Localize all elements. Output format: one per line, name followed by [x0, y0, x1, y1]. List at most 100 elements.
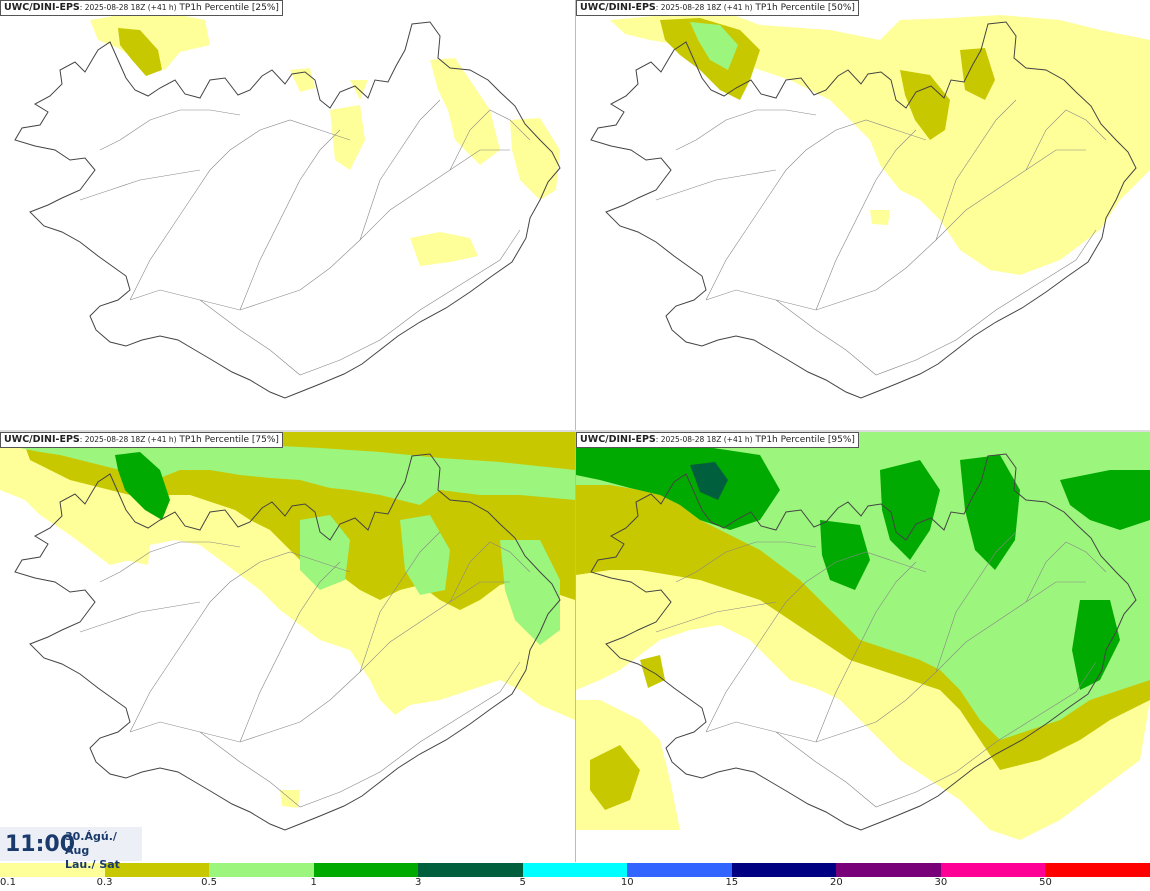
road-line	[199, 229, 521, 376]
road-line	[129, 551, 351, 733]
legend-swatch	[522, 863, 628, 877]
precip-area	[1072, 600, 1120, 690]
road-line	[79, 601, 201, 633]
road-line	[705, 551, 927, 733]
iceland-coastline	[14, 21, 561, 399]
precip-map	[590, 10, 1150, 399]
precip-area	[330, 105, 365, 170]
iceland-coastline	[590, 453, 1137, 831]
precip-area	[118, 28, 162, 76]
legend-swatch	[731, 863, 837, 877]
param-name: TP1h Percentile [75%]	[176, 435, 279, 445]
road-line	[449, 109, 531, 171]
run-info: : 2025-08-28 18Z (+41 h)	[655, 435, 753, 444]
precip-area	[410, 232, 478, 266]
road-line	[675, 109, 817, 151]
param-name: TP1h Percentile [50%]	[752, 3, 855, 13]
precip-area	[900, 70, 950, 140]
road-line	[935, 99, 1017, 241]
precip-map	[0, 432, 575, 831]
legend-swatch	[313, 863, 419, 877]
road-line	[449, 541, 531, 603]
legend-label: 15	[725, 877, 739, 888]
road-line	[705, 119, 927, 301]
road-line	[1025, 109, 1107, 171]
precip-area	[820, 520, 870, 590]
precip-area	[1050, 88, 1130, 180]
valid-day-line: Lau./ Sat	[65, 858, 120, 871]
valid-date-line: 30.Ágú./ Aug	[65, 830, 117, 857]
legend-label: 3	[414, 877, 422, 888]
precip-area	[500, 540, 560, 645]
legend-label: 1	[310, 877, 317, 888]
param-name: TP1h Percentile [25%]	[176, 3, 279, 13]
road-line	[99, 109, 241, 151]
precip-map	[576, 432, 1150, 840]
precip-area	[880, 460, 940, 560]
legend-swatch	[627, 863, 732, 877]
precip-map	[14, 14, 561, 399]
road-line	[815, 129, 917, 311]
legend-label: 0.5	[201, 877, 218, 888]
model-name: UWC/DINI-EPS	[580, 2, 656, 13]
precip-area	[870, 210, 890, 225]
map-panel-p50: UWC/DINI-EPS: 2025-08-28 18Z (+41 h) TP1…	[576, 0, 1150, 430]
color-legend-bar	[0, 863, 1150, 877]
road-line	[775, 661, 1097, 808]
legend-label: 10	[620, 877, 634, 888]
legend-swatch	[1045, 863, 1150, 877]
param-name: TP1h Percentile [95%]	[752, 435, 855, 445]
precip-area	[300, 515, 350, 590]
road-line	[1025, 541, 1107, 603]
road-line	[129, 119, 351, 301]
legend-label: 50	[1039, 877, 1052, 888]
run-info: : 2025-08-28 18Z (+41 h)	[655, 3, 753, 12]
panel-title: UWC/DINI-EPS: 2025-08-28 18Z (+41 h) TP1…	[0, 432, 283, 448]
legend-label: 0.3	[96, 877, 113, 888]
precip-area	[510, 118, 560, 200]
road-line	[815, 561, 917, 743]
precip-area	[400, 515, 450, 595]
precip-area	[960, 455, 1020, 570]
model-name: UWC/DINI-EPS	[4, 434, 80, 445]
road-line	[359, 99, 441, 241]
road-line	[655, 169, 777, 201]
precip-area	[576, 446, 780, 530]
panel-title: UWC/DINI-EPS: 2025-08-28 18Z (+41 h) TP1…	[576, 432, 859, 448]
iceland-coastline	[14, 453, 561, 831]
precip-area	[610, 10, 1150, 275]
precip-area	[290, 68, 315, 92]
legend-label: 0.1	[0, 877, 16, 888]
map-panel-p25: UWC/DINI-EPS: 2025-08-28 18Z (+41 h) TP1…	[0, 0, 575, 430]
precip-area	[1060, 470, 1150, 530]
road-line	[359, 531, 441, 673]
legend-swatch	[418, 863, 523, 877]
panel-divider	[0, 430, 1150, 432]
road-line	[239, 561, 341, 743]
legend-swatch	[209, 863, 314, 877]
road-line	[129, 149, 510, 311]
map-panel-p95: UWC/DINI-EPS: 2025-08-28 18Z (+41 h) TP1…	[576, 432, 1150, 862]
map-panel-p75: UWC/DINI-EPS: 2025-08-28 18Z (+41 h) TP1…	[0, 432, 575, 862]
legend-swatch	[0, 863, 105, 877]
panel-title: UWC/DINI-EPS: 2025-08-28 18Z (+41 h) TP1…	[0, 0, 283, 16]
precip-area	[430, 58, 500, 165]
legend-swatch	[104, 863, 210, 877]
precip-area	[690, 462, 728, 500]
precip-area	[115, 452, 170, 520]
road-line	[199, 661, 521, 808]
legend-label: 20	[829, 877, 843, 888]
road-line	[675, 541, 817, 583]
color-legend-labels: 0.1 0.3 0.5 1 3 5 10 15 20 30 50	[0, 877, 1150, 891]
precip-area	[120, 540, 150, 565]
precip-area	[960, 48, 995, 100]
precip-area	[690, 22, 738, 70]
run-info: : 2025-08-28 18Z (+41 h)	[79, 3, 177, 12]
iceland-coastline	[590, 21, 1137, 399]
model-name: UWC/DINI-EPS	[580, 434, 656, 445]
road-line	[79, 169, 201, 201]
valid-time-box: 11:00 30.Ágú./ Aug Lau./ Sat	[0, 827, 142, 871]
legend-swatch	[940, 863, 1046, 877]
run-info: : 2025-08-28 18Z (+41 h)	[79, 435, 177, 444]
legend-swatch	[836, 863, 941, 877]
